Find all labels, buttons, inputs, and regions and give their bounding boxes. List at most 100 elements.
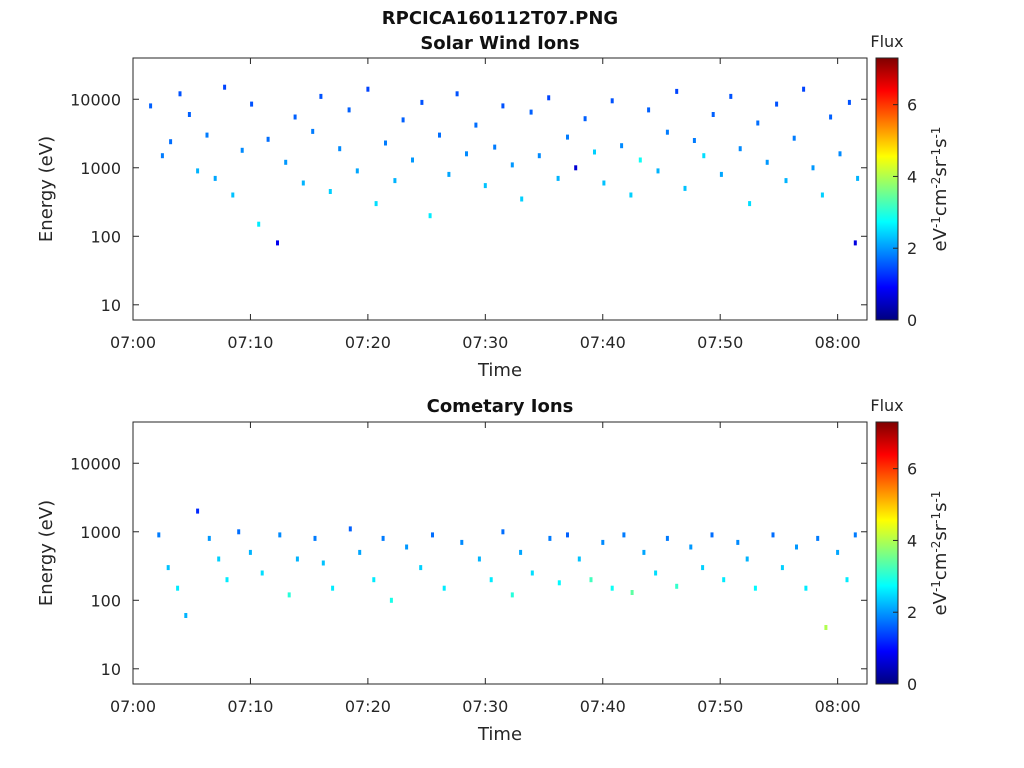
heatmap-cell bbox=[428, 213, 432, 219]
y-tick-label: 100 bbox=[90, 591, 121, 610]
heatmap-cell bbox=[366, 86, 370, 92]
heatmap-cell bbox=[654, 570, 658, 576]
heatmap-cell bbox=[756, 120, 760, 126]
heatmap-cell bbox=[295, 556, 299, 562]
heatmap-cell bbox=[620, 143, 624, 149]
heatmap-cell bbox=[389, 597, 393, 603]
x-tick-label: 07:00 bbox=[110, 333, 156, 352]
heatmap-cell bbox=[804, 585, 808, 591]
heatmap-cell bbox=[665, 129, 669, 135]
heatmap-cell bbox=[477, 556, 481, 562]
heatmap-cell bbox=[711, 112, 715, 117]
y-axis-label-solar-wind: Energy (eV) bbox=[36, 136, 57, 242]
heatmap-cell bbox=[319, 93, 323, 99]
heatmap-cell bbox=[184, 613, 188, 618]
heatmap-cell bbox=[519, 549, 523, 555]
heatmap-cell bbox=[736, 539, 740, 545]
heatmap-cell bbox=[393, 178, 397, 184]
heatmap-cell bbox=[213, 175, 217, 181]
x-tick-label: 07:40 bbox=[580, 333, 626, 352]
colorbar-tick-label: 0 bbox=[907, 311, 917, 330]
heatmap-cell bbox=[775, 101, 779, 107]
heatmap-cell bbox=[420, 99, 424, 105]
heatmap-cell bbox=[610, 98, 614, 104]
heatmap-cell bbox=[642, 549, 646, 555]
figure-title: RPCICA160112T07.PNG bbox=[382, 8, 618, 29]
heatmap-cell bbox=[556, 175, 560, 181]
heatmap-cell bbox=[287, 592, 291, 598]
panel-solar-wind: Solar Wind Ions 10 100 1000 10000 07:00 07:1… bbox=[36, 32, 951, 381]
heatmap-cell bbox=[240, 147, 244, 153]
heatmap-cell bbox=[501, 529, 505, 535]
heatmap-cell bbox=[493, 144, 497, 150]
heatmap-cell bbox=[157, 532, 161, 538]
heatmap-cell bbox=[583, 116, 587, 122]
y-tick-label: 100 bbox=[90, 227, 121, 246]
heatmap-cell bbox=[710, 532, 714, 538]
heatmap-cell bbox=[853, 532, 857, 538]
x-tick-label: 07:50 bbox=[697, 697, 743, 716]
colorbar-tick-label: 4 bbox=[907, 167, 917, 186]
heatmap-cell bbox=[665, 535, 669, 541]
y-tick-label: 10 bbox=[101, 660, 121, 679]
heatmap-cell bbox=[231, 192, 235, 198]
colorbar-unit-solar-wind: eV-1cm-2sr-1s-1 bbox=[929, 127, 951, 252]
heatmap-cell bbox=[474, 122, 478, 128]
colorbar-tick-label: 6 bbox=[907, 96, 917, 115]
heatmap-cell bbox=[372, 577, 376, 583]
heatmap-cell bbox=[348, 526, 352, 532]
heatmap-cell bbox=[205, 132, 209, 138]
colorbar-ticks-cometary: 0 2 4 6 bbox=[893, 460, 917, 694]
heatmap-cell bbox=[358, 549, 362, 555]
heatmap-cell bbox=[166, 565, 170, 571]
y-tick-label: 10000 bbox=[70, 454, 121, 473]
heatmap-cell bbox=[217, 556, 221, 562]
heatmap-cell bbox=[845, 577, 849, 583]
heatmap-cell bbox=[847, 99, 851, 105]
heatmap-cell bbox=[820, 192, 824, 198]
heatmap-cell bbox=[419, 565, 423, 571]
heatmap-cell bbox=[729, 93, 733, 99]
heatmap-cell bbox=[328, 189, 332, 194]
x-tick-label: 08:00 bbox=[815, 697, 861, 716]
heatmap-cell bbox=[784, 178, 788, 184]
heatmap-cell bbox=[331, 585, 335, 591]
heatmap-cell bbox=[347, 107, 351, 113]
heatmap-cell bbox=[701, 565, 705, 571]
heatmap-cell bbox=[629, 192, 633, 198]
heatmap-cell bbox=[719, 171, 723, 177]
heatmap-cell bbox=[795, 544, 798, 550]
heatmap-cell bbox=[196, 168, 200, 174]
colorbar-ticks-solar-wind: 0 2 4 6 bbox=[893, 96, 917, 330]
heatmap-cell bbox=[489, 577, 493, 583]
heatmap-cell bbox=[384, 140, 387, 146]
heatmap-cell bbox=[442, 585, 446, 591]
heatmap-cell bbox=[338, 146, 342, 152]
heatmap-cell bbox=[656, 168, 660, 174]
heatmap-cell bbox=[178, 91, 182, 97]
x-tick-label: 07:10 bbox=[227, 697, 273, 716]
heatmap-cell bbox=[547, 95, 551, 101]
plot-area-solar-wind bbox=[132, 57, 868, 321]
heatmap-cell bbox=[520, 196, 524, 202]
y-tick-label: 1000 bbox=[80, 159, 121, 178]
heatmap-cell bbox=[589, 577, 593, 583]
heatmap-cell bbox=[411, 157, 414, 163]
heatmap-cell bbox=[401, 117, 405, 123]
y-axis-solar-wind: 10 100 1000 10000 bbox=[70, 90, 867, 315]
heatmap-cell bbox=[149, 103, 153, 109]
heatmap-cell bbox=[838, 151, 842, 157]
heatmap-cell bbox=[260, 570, 264, 576]
x-tick-label: 07:20 bbox=[345, 697, 391, 716]
heatmap-cell bbox=[853, 240, 857, 246]
heatmap-cell bbox=[630, 590, 634, 595]
heatmap-cell bbox=[266, 136, 270, 142]
panel-title-cometary: Cometary Ions bbox=[427, 396, 574, 417]
colorbar-tick-label: 2 bbox=[907, 239, 917, 258]
colorbar-title-cometary: Flux bbox=[870, 396, 903, 415]
y-axis-cometary: 10 100 1000 10000 bbox=[70, 454, 867, 679]
colorbar-tick-label: 4 bbox=[907, 531, 917, 550]
heatmap-cell bbox=[293, 114, 297, 120]
heatmap-cell bbox=[284, 159, 288, 165]
